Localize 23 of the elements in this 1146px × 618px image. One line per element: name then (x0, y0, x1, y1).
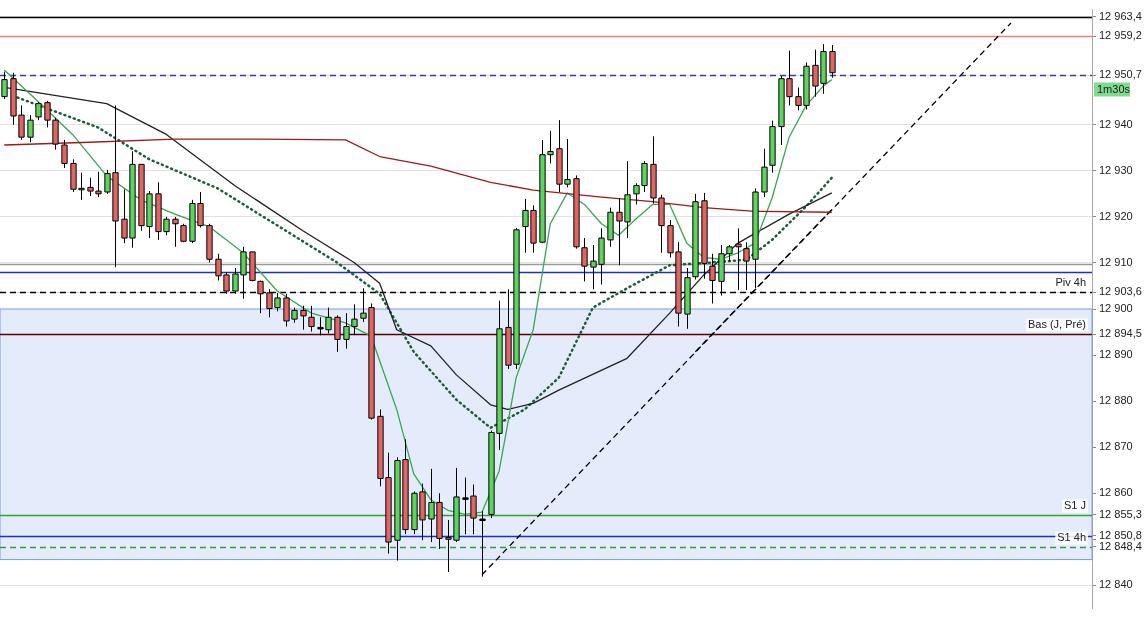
y-tick-label: 12 850,8 (1099, 528, 1142, 541)
ref-line-label: S1 4h (1057, 531, 1086, 544)
ref-line-label: S1 J (1063, 499, 1086, 512)
y-tick-label: 12 930 (1099, 163, 1133, 176)
y-tick-label: 12 890 (1099, 348, 1133, 361)
y-tick-label: 12 855,3 (1099, 507, 1142, 520)
y-tick-label: 12 840 (1099, 578, 1133, 591)
y-tick-label: 12 910 (1099, 255, 1133, 268)
text: 1m30s (1097, 82, 1131, 95)
y-tick-label: 12 860 (1099, 486, 1133, 499)
y-tick-label: 12 940 (1099, 117, 1133, 130)
ref-line-label: Bas (J, Pré) (1027, 318, 1086, 331)
y-tick-label: 12 959,2 (1099, 29, 1142, 42)
y-tick-label: 12 950,7 (1099, 68, 1142, 81)
y-tick-label: 12 870 (1099, 440, 1133, 453)
y-tick-label: 12 920 (1099, 209, 1133, 222)
ref-line-label: Piv 4h (1055, 276, 1086, 289)
y-tick-label: 12 894,5 (1099, 327, 1142, 340)
y-tick-label: 12 880 (1099, 394, 1133, 407)
y-tick-label: 12 900 (1099, 302, 1133, 315)
y-tick-label: 12 903,6 (1099, 285, 1142, 298)
y-tick-label: 12 848,4 (1099, 539, 1142, 552)
y-tick-label: 12 963,4 (1099, 10, 1142, 22)
